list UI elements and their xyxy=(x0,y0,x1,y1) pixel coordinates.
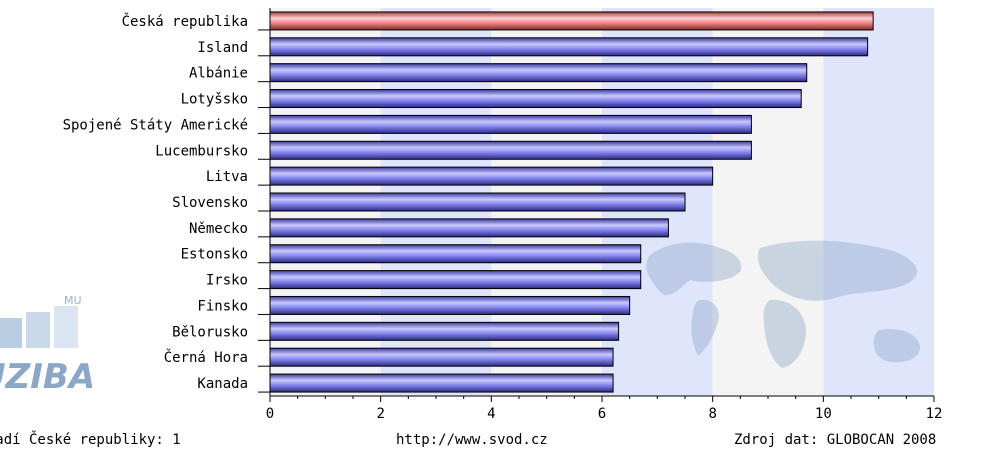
bar-2 xyxy=(269,37,869,57)
bar-13 xyxy=(269,321,620,341)
x-tick-label: 12 xyxy=(926,406,943,422)
category-label: Estonsko xyxy=(181,247,248,263)
category-label: Bělorusko xyxy=(172,324,248,340)
category-label: Irsko xyxy=(206,273,248,289)
category-label: Island xyxy=(197,40,248,56)
x-tick-label: 2 xyxy=(376,406,384,422)
world-map-watermark xyxy=(646,240,921,368)
category-label: Finsko xyxy=(197,298,248,314)
bar-12 xyxy=(269,295,631,315)
band-5 xyxy=(823,8,934,396)
x-axis-ticks: 0 2 4 6 8 10 12 xyxy=(266,406,943,422)
bar-6 xyxy=(269,140,752,160)
logo-text: ÚZIBA xyxy=(0,356,95,397)
source-url: http://www.svod.cz xyxy=(396,432,548,448)
bar-4 xyxy=(269,89,802,109)
category-label: Lucembursko xyxy=(155,143,248,159)
bar-5 xyxy=(269,114,752,134)
bar-1 xyxy=(269,11,874,31)
category-labels: Česká republika Island Albánie Lotyšsko Spoj… xyxy=(63,12,248,392)
category-label: Litva xyxy=(206,169,248,185)
x-tick-label: 6 xyxy=(598,406,606,422)
category-label: Česká republika xyxy=(122,12,248,30)
bar-8 xyxy=(269,192,686,212)
category-label: Lotyšsko xyxy=(181,92,248,108)
bar-15 xyxy=(269,373,614,393)
category-label: Černá Hora xyxy=(164,348,248,366)
footer: Pořadí České republiky: 1 http://www.svo… xyxy=(0,430,936,448)
x-tick-label: 0 xyxy=(266,406,274,422)
bar-14 xyxy=(269,347,614,367)
x-tick-label: 10 xyxy=(815,406,832,422)
category-label: Německo xyxy=(189,221,248,237)
rank-text: Pořadí České republiky: 1 xyxy=(0,430,181,448)
bar-10 xyxy=(269,244,642,264)
uziba-logo: MU ÚZIBA xyxy=(0,294,95,397)
bars xyxy=(269,11,874,393)
bar-7 xyxy=(269,166,714,186)
bar-9 xyxy=(269,218,669,238)
x-tick-label: 4 xyxy=(487,406,495,422)
category-label: Slovensko xyxy=(172,195,248,211)
category-label: Albánie xyxy=(189,66,248,82)
bar-3 xyxy=(269,63,808,83)
bar-11 xyxy=(269,270,642,290)
category-label: Spojené Státy Americké xyxy=(63,117,248,133)
x-tick-label: 8 xyxy=(708,406,716,422)
data-source: Zdroj dat: GLOBOCAN 2008 xyxy=(734,432,936,448)
logo-sub: MU xyxy=(64,294,82,307)
category-label: Kanada xyxy=(197,376,248,392)
